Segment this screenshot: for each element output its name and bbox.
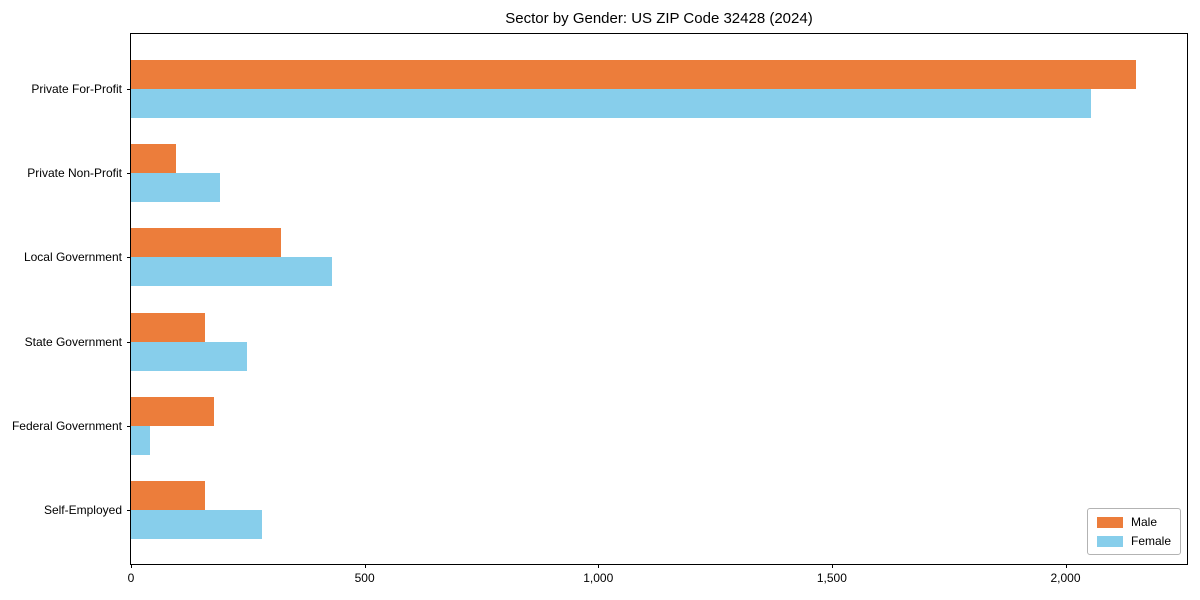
y-tick-label-federal-government: Federal Government	[11, 418, 122, 433]
y-tick-label-self-employed: Self-Employed	[43, 503, 122, 517]
legend: Male Female	[1086, 508, 1181, 555]
bar-male-federal-government	[131, 396, 214, 426]
x-axis-tick	[131, 564, 132, 568]
legend-item-female: Female	[1096, 534, 1171, 548]
bar-female-federal-government	[131, 425, 150, 455]
x-axis-tick	[364, 564, 366, 568]
x-axis-tick	[1065, 564, 1067, 568]
bar-male-local-government	[131, 228, 281, 258]
bar-female-self-employed	[131, 510, 263, 539]
y-axis-tick	[127, 425, 131, 427]
y-axis-tick	[127, 341, 131, 343]
bar-male-state-government	[131, 312, 205, 342]
x-tick-label: 0	[127, 571, 135, 585]
x-tick-label: 2,000	[1050, 571, 1081, 585]
y-tick-label-local-government: Local Government	[23, 250, 122, 265]
legend-swatch-male	[1096, 516, 1123, 528]
x-tick-label: 1,500	[816, 571, 847, 585]
y-tick-label-private-non-profit: Private Non-Profit	[27, 166, 122, 181]
x-axis-tick	[598, 564, 600, 568]
y-axis-tick	[127, 510, 131, 511]
x-axis-tick	[831, 564, 833, 568]
x-tick-label: 1,000	[583, 571, 614, 585]
y-tick-label-state-government: State Government	[24, 334, 122, 349]
bar-female-private-for-profit	[131, 89, 1092, 118]
legend-label-female: Female	[1130, 534, 1171, 548]
legend-swatch-female	[1096, 535, 1123, 547]
legend-item-male: Male	[1096, 515, 1171, 529]
x-tick-label: 500	[354, 571, 375, 585]
legend-label-male: Male	[1130, 515, 1157, 529]
chart-title: Sector by Gender: US ZIP Code 32428 (202…	[505, 10, 813, 27]
bar-female-private-non-profit	[131, 173, 220, 203]
y-axis-tick	[127, 257, 131, 259]
bar-male-private-for-profit	[131, 60, 1136, 89]
bar-female-state-government	[131, 341, 247, 371]
bar-male-self-employed	[131, 481, 205, 510]
y-tick-label-private-for-profit: Private For-Profit	[31, 82, 122, 96]
bar-male-private-non-profit	[131, 144, 177, 174]
plot-area: Male Female 0 500 1,000 1,500 2,000 Private Fo…	[12, 33, 1188, 585]
y-axis-tick	[127, 173, 131, 175]
y-axis-tick	[127, 89, 131, 90]
bar-female-local-government	[131, 257, 332, 287]
